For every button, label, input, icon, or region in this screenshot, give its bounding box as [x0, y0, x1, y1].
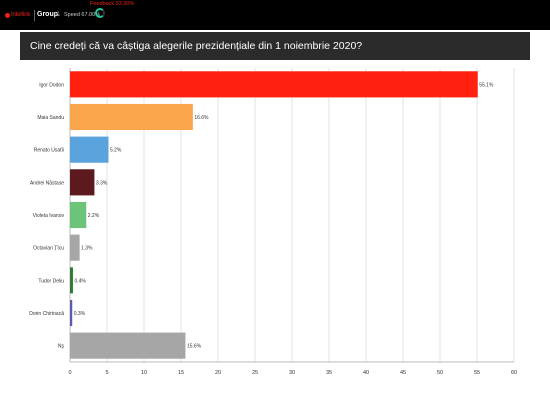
- category-label: Andrei Năstase: [30, 180, 64, 186]
- bar: [70, 234, 80, 261]
- x-tick-label: 50: [437, 370, 443, 376]
- data-label: 5.2%: [110, 148, 122, 154]
- data-label: 2.2%: [88, 213, 100, 219]
- group-label: Group: [37, 11, 58, 18]
- chart-title-bar: Cine credeți că va câștiga alegerile pre…: [20, 32, 530, 60]
- brand-name: Interlink: [11, 12, 31, 18]
- logo-icon: [5, 13, 10, 18]
- x-tick-label: 35: [326, 370, 332, 376]
- category-label: Maia Sandu: [37, 115, 64, 121]
- gauge-icon: [95, 8, 105, 18]
- bar: [70, 136, 109, 163]
- bar-chart-svg: 0 5 10 15 20 25 30 35 40 45 50 55 60 Igor Dodon 55.1% M…: [29, 68, 517, 376]
- category-label: Octavian Țîcu: [33, 246, 64, 252]
- x-tick-label: 5: [105, 370, 108, 376]
- x-tick-label: 60: [511, 370, 517, 376]
- bar: [70, 103, 193, 131]
- ampersand: &: [56, 12, 61, 18]
- data-label: 1.3%: [81, 246, 93, 252]
- data-label: 0.4%: [74, 278, 86, 284]
- x-tick-label: 10: [141, 370, 147, 376]
- bar: [70, 71, 478, 98]
- bar: [70, 267, 73, 294]
- bar-chart: 0 5 10 15 20 25 30 35 40 45 50 55 60 Igor Dodon 55.1% M…: [20, 66, 530, 384]
- category-label: Nş: [58, 344, 65, 350]
- data-label: 55.1%: [479, 82, 494, 88]
- chart-title: Cine credeți că va câștiga alegerile pre…: [30, 40, 363, 52]
- feedback-label: Feedback 33.00%: [90, 1, 135, 7]
- data-label: 0.3%: [74, 311, 86, 317]
- x-tick-label: 45: [400, 370, 406, 376]
- data-label: 3.3%: [96, 180, 108, 186]
- x-tick-label: 0: [68, 370, 71, 376]
- x-tick-label: 55: [474, 370, 480, 376]
- divider: [34, 10, 35, 21]
- bar: [70, 332, 186, 359]
- top-bar: Interlink Group & Speed 67.00% Feedback …: [0, 0, 550, 30]
- x-tick-label: 40: [363, 370, 369, 376]
- data-label: 15.6%: [187, 344, 202, 350]
- category-label: Renato Usatîi: [34, 148, 64, 154]
- x-tick-label: 15: [178, 370, 184, 376]
- bar: [70, 201, 87, 229]
- category-label: Igor Dodon: [39, 82, 64, 88]
- bar: [70, 169, 95, 196]
- bar: [70, 299, 73, 327]
- x-tick-label: 25: [252, 370, 258, 376]
- category-label: Tudor Deliu: [38, 278, 64, 284]
- x-tick-label: 30: [289, 370, 295, 376]
- data-label: 16.6%: [194, 115, 209, 121]
- category-label: Dorin Chirtoacă: [29, 311, 64, 317]
- category-label: Violeta Ivanov: [33, 213, 65, 219]
- x-tick-label: 20: [215, 370, 221, 376]
- speed-label: Speed 67.00%: [64, 12, 101, 18]
